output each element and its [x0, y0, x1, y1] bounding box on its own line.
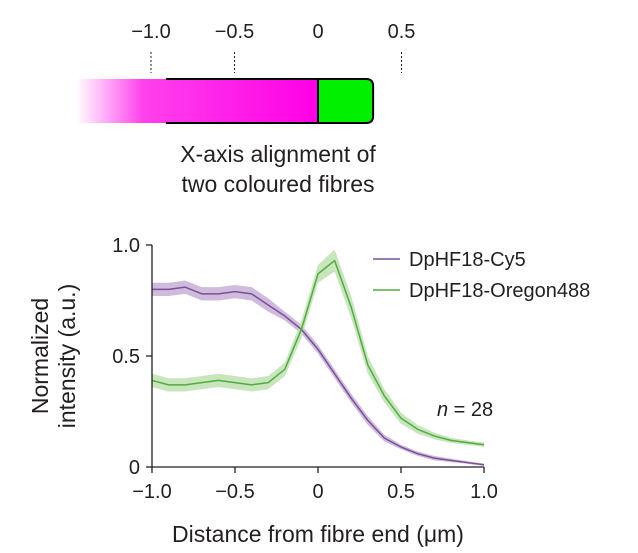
- sample-size-value: = 28: [448, 399, 493, 421]
- scale-tick-label: −0.5: [215, 21, 254, 43]
- series-lines: [151, 259, 485, 466]
- scale-ticks: −1.0 −0.5 0 0.5: [131, 21, 415, 73]
- magenta-fibre-bar: [75, 79, 318, 123]
- intensity-chart: −1.0 −0.5 0 0.5 1.0 0 0.5 1.0 Distance from fi…: [27, 235, 590, 547]
- x-tick-label: 1.0: [470, 481, 498, 503]
- x-axis-title: Distance from fibre end (μm): [172, 521, 464, 547]
- green-fibre-bar: [317, 78, 375, 124]
- x-tick-label: 0: [312, 481, 323, 503]
- legend: DpHF18-Cy5 DpHF18-Oregon488: [373, 249, 590, 302]
- sample-size-annotation: n = 28: [437, 399, 493, 421]
- y-tick-label: 1.0: [112, 235, 140, 257]
- scale-tick-label: 0: [312, 21, 323, 43]
- fibre-alignment-panel: −1.0 −0.5 0 0.5 X-axis alignment of two col…: [75, 21, 415, 197]
- caption-line-1: X-axis alignment of: [180, 141, 376, 167]
- x-axis-ticks: −1.0 −0.5 0 0.5 1.0: [132, 467, 498, 503]
- legend-label-2: DpHF18-Oregon488: [409, 280, 590, 302]
- y-axis-title-line-1: Normalized: [27, 298, 53, 414]
- series-line-1: [152, 286, 485, 466]
- legend-label-1: DpHF18-Cy5: [409, 249, 526, 271]
- y-axis-title-line-2: intensity (a.u.): [54, 284, 80, 428]
- series-line-2: [151, 259, 485, 446]
- x-tick-label: 0.5: [387, 481, 415, 503]
- x-tick-label: −1.0: [132, 481, 171, 503]
- y-tick-label: 0: [129, 457, 140, 479]
- scale-tick-label: 0.5: [388, 21, 416, 43]
- caption-line-2: two coloured fibres: [181, 171, 374, 197]
- sample-size-symbol: n: [437, 399, 448, 421]
- scale-tick-label: −1.0: [131, 21, 170, 43]
- y-axis-ticks: 0 0.5 1.0: [112, 235, 152, 479]
- x-tick-label: −0.5: [215, 481, 254, 503]
- y-tick-label: 0.5: [112, 346, 140, 368]
